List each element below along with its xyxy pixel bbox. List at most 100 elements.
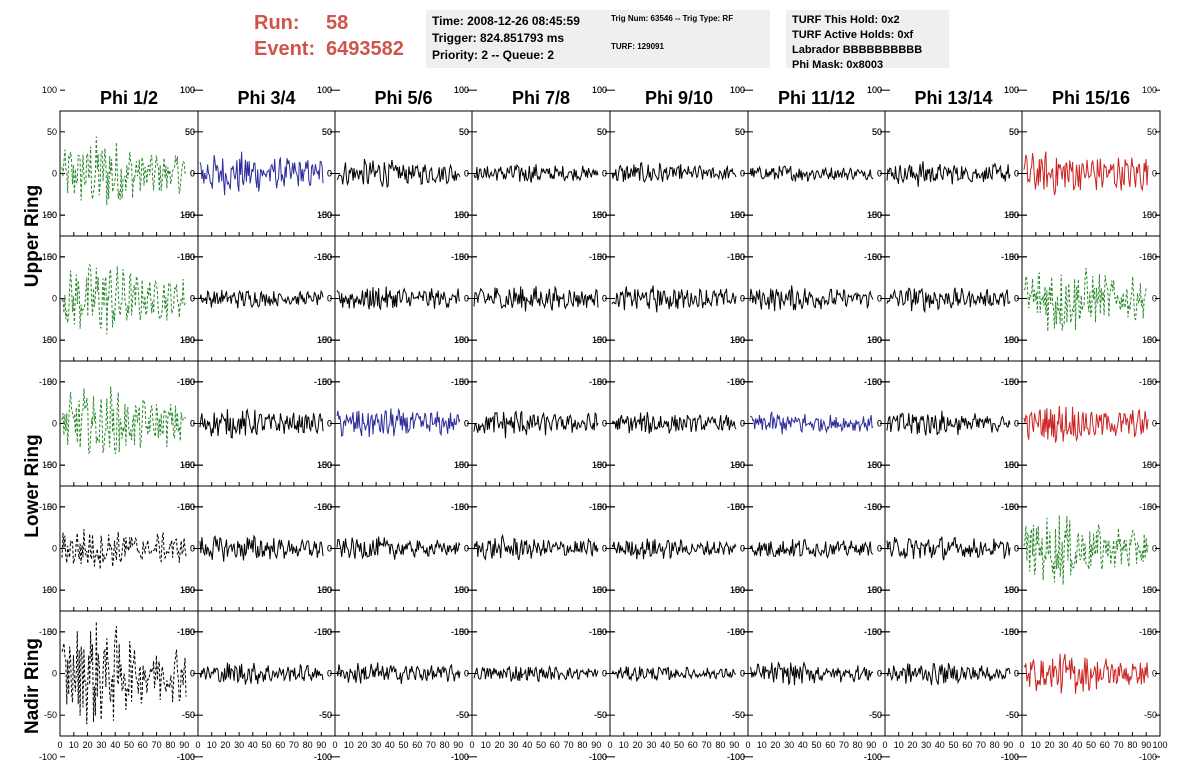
y-tick-label-left: -100 [39, 752, 57, 762]
x-tick-label: 30 [96, 740, 106, 750]
y-tick-label-right: 100 [317, 460, 332, 470]
y-tick-label-left: 0 [52, 669, 57, 679]
y-tick-label-left: -100 [864, 752, 882, 762]
y-tick-label-left: -50 [1006, 335, 1019, 345]
y-tick-label-right: -50 [1006, 335, 1019, 345]
x-tick-label: 90 [729, 740, 739, 750]
y-tick-label-left: -100 [177, 502, 195, 512]
x-tick-label: 10 [1031, 740, 1041, 750]
trigger-text: Trigger: 824.851793 ms [432, 31, 565, 45]
y-tick-label-right: 50 [735, 627, 745, 637]
x-tick-label: 30 [921, 740, 931, 750]
y-tick-label-right: -50 [1144, 210, 1157, 220]
waveform-trace [611, 666, 737, 682]
y-tick-label-right: 50 [185, 502, 195, 512]
y-tick-label-right: 100 [454, 585, 469, 595]
y-tick-label-right: 0 [190, 669, 195, 679]
y-tick-label-right: -50 [594, 460, 607, 470]
waveform-trace [749, 661, 874, 686]
x-tick-label: 50 [536, 740, 546, 750]
y-tick-label-right: 50 [459, 502, 469, 512]
y-tick-label-left: 50 [597, 377, 607, 387]
y-tick-label-left: 100 [592, 210, 607, 220]
row-label: Upper Ring [22, 185, 43, 287]
waveform-trace [473, 410, 599, 439]
y-tick-label-right: 50 [185, 377, 195, 387]
run-event-info: Run: 58 Event: 6493582 [254, 10, 404, 62]
y-tick-label-right: 100 [592, 460, 607, 470]
y-tick-label-left: 100 [180, 335, 195, 345]
y-tick-label-left: 50 [735, 627, 745, 637]
y-tick-label-right: 100 [592, 585, 607, 595]
waveform-trace [199, 151, 324, 196]
y-tick-label-right: 100 [867, 85, 882, 95]
y-tick-label-right: -50 [1006, 210, 1019, 220]
y-tick-label-right: -100 [589, 752, 607, 762]
x-tick-label: 80 [1127, 740, 1137, 750]
y-tick-label-left: -100 [864, 502, 882, 512]
y-tick-label-right: -50 [732, 335, 745, 345]
y-tick-label-right: 50 [185, 627, 195, 637]
y-tick-label-left: 50 [185, 127, 195, 137]
event-value: 6493582 [326, 38, 404, 60]
y-tick-label-left: 100 [42, 210, 57, 220]
y-tick-label-right: 50 [872, 627, 882, 637]
x-tick-label: 30 [508, 740, 518, 750]
y-tick-label-left: 50 [597, 502, 607, 512]
y-tick-label-left: 100 [42, 460, 57, 470]
x-tick-label: 50 [674, 740, 684, 750]
y-tick-label-right: -100 [314, 377, 332, 387]
y-tick-label-left: 50 [597, 127, 607, 137]
priority-text: Priority: 2 -- Queue: 2 [432, 48, 555, 62]
y-tick-label-right: 0 [464, 544, 469, 554]
x-tick-label: 10 [894, 740, 904, 750]
y-tick-label-right: -100 [864, 627, 882, 637]
y-tick-label-left: -100 [177, 377, 195, 387]
y-tick-label-left: 0 [52, 419, 57, 429]
y-tick-label-right: 0 [327, 669, 332, 679]
y-tick-label-left: 0 [1014, 419, 1019, 429]
y-tick-label-right: 100 [454, 210, 469, 220]
y-tick-label-left: 0 [464, 544, 469, 554]
y-tick-label-right: -50 [456, 460, 469, 470]
turf-active-text: TURF Active Holds: 0xf [792, 29, 914, 41]
y-tick-label-right: -100 [177, 752, 195, 762]
y-tick-label-left: 0 [464, 294, 469, 304]
y-tick-label-left: 100 [317, 460, 332, 470]
y-tick-label-left: 50 [597, 252, 607, 262]
x-tick-label: 0 [57, 740, 62, 750]
y-tick-label-right: 50 [322, 127, 332, 137]
y-tick-label-right: -100 [451, 627, 469, 637]
waveform-trace [336, 662, 461, 684]
y-tick-label-left: 0 [327, 169, 332, 179]
x-tick-label: 30 [784, 740, 794, 750]
y-tick-label-left: 100 [42, 335, 57, 345]
y-tick-label-right: 0 [327, 419, 332, 429]
y-tick-label-left: 100 [317, 335, 332, 345]
y-tick-label-left: 100 [730, 85, 745, 95]
y-tick-label-left: 50 [185, 502, 195, 512]
waveform-trace [199, 408, 324, 439]
y-tick-label-right: 0 [464, 169, 469, 179]
waveform-trace [886, 410, 1011, 436]
y-tick-label-left: 0 [877, 544, 882, 554]
x-tick-label: 10 [619, 740, 629, 750]
y-tick-label-left: -100 [589, 252, 607, 262]
y-tick-label-left: -50 [732, 710, 745, 720]
y-tick-label-left: -100 [177, 752, 195, 762]
y-tick-label-right: 0 [1014, 169, 1019, 179]
x-tick-label: 90 [453, 740, 463, 750]
y-tick-label-left: -50 [44, 585, 57, 595]
y-tick-label-right: 100 [867, 585, 882, 595]
y-tick-label-right: -100 [451, 752, 469, 762]
y-tick-label-left: 50 [322, 127, 332, 137]
y-tick-label-right: 0 [602, 419, 607, 429]
x-tick-label: 20 [83, 740, 93, 750]
y-tick-label-left: -50 [1006, 710, 1019, 720]
y-tick-label-right: 50 [459, 127, 469, 137]
y-tick-label-left: -100 [864, 252, 882, 262]
y-tick-label-right: 50 [1009, 252, 1019, 262]
waveform-trace [1023, 405, 1149, 443]
y-tick-label-right: 100 [317, 585, 332, 595]
event-label: Event: [254, 38, 316, 60]
